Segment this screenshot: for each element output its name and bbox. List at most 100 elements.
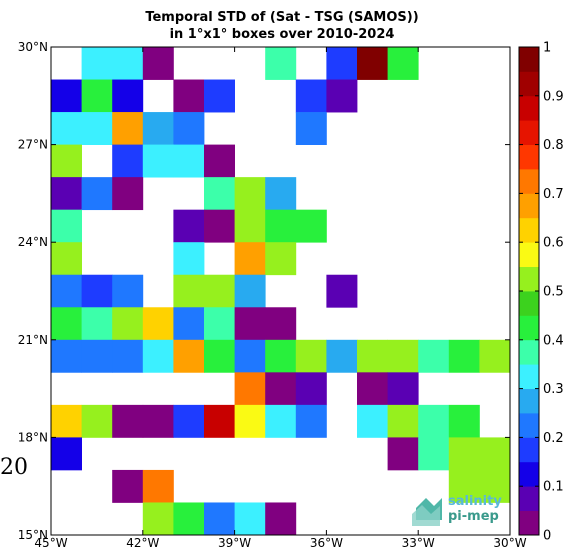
heatmap-cell (142, 112, 174, 145)
colorbar-tick-label: 1 (543, 41, 551, 56)
heatmap-cell (295, 112, 327, 145)
heatmap-cell (51, 242, 82, 276)
colorbar-segment (519, 315, 539, 341)
heatmap-cell (448, 404, 480, 438)
heatmap-cell (142, 502, 174, 536)
heatmap-cell (112, 469, 144, 503)
heatmap-cell (204, 339, 235, 373)
heatmap-cell (51, 144, 82, 178)
chart-title-line2: in 1°x1° boxes over 2010-2024 (170, 27, 395, 42)
heatmap-cell (173, 79, 205, 113)
heatmap-cell (479, 437, 511, 471)
colorbar-tick-label: 0 (543, 529, 551, 544)
heatmap-cell (234, 339, 266, 373)
heatmap-cell (204, 274, 235, 308)
heatmap-cell (326, 339, 358, 373)
colorbar-segment (519, 266, 539, 292)
heatmap-cell (387, 372, 419, 406)
colorbar-segment (519, 193, 539, 219)
heatmap-cell (418, 404, 450, 438)
heatmap-cell (204, 209, 235, 243)
colorbar-segment (519, 437, 539, 463)
colorbar-segment (519, 291, 539, 316)
heatmap-cell (142, 47, 174, 80)
heatmap-cell (173, 112, 205, 145)
heatmap-cell (142, 339, 174, 373)
x-tick-label: 30°W (493, 536, 526, 549)
heatmap-cell (448, 437, 480, 471)
heatmap-cell (173, 242, 205, 276)
heatmap-cell (81, 404, 113, 438)
heatmap-cell (173, 339, 205, 373)
y-tick-label: 18°N (18, 430, 48, 444)
heatmap-cell (51, 437, 82, 471)
heatmap-cell (142, 144, 174, 178)
heatmap-cell (234, 177, 266, 211)
heatmap-cell (51, 339, 82, 373)
heatmap-cell (479, 469, 511, 503)
heatmap-cell (112, 47, 144, 80)
colorbar-segment (519, 486, 539, 511)
y-tick-label: 30°N (18, 40, 48, 54)
heatmap-cell (142, 404, 174, 438)
heatmap-cell (265, 177, 297, 211)
colorbar-segment (519, 169, 539, 194)
x-tick-label: 36°W (310, 536, 343, 549)
heatmap-cell (387, 47, 419, 80)
colorbar: 0 0.1 0.2 0.3 0.4 0.5 0.6 0.7 0.8 0.9 1 (518, 41, 564, 544)
heatmap-cell (265, 372, 297, 406)
colorbar-tick-label: 0.3 (543, 382, 564, 397)
heatmap-cell (448, 339, 480, 373)
heatmap-cell (173, 404, 205, 438)
heatmap-cell (295, 79, 327, 113)
heatmap-cell (265, 307, 297, 341)
heatmap-cell (265, 404, 297, 438)
heatmap-cell (295, 209, 327, 243)
heatmap-cell (234, 209, 266, 243)
colorbar-segment (519, 413, 539, 438)
heatmap-cell (265, 242, 297, 276)
heatmap-cell (265, 502, 297, 536)
y-tick-label: 24°N (18, 235, 48, 249)
heatmap-cell (112, 79, 144, 113)
heatmap-cells (51, 47, 511, 536)
heatmap-cell (51, 307, 82, 341)
x-tick-label: 42°W (126, 536, 159, 549)
heatmap-cell (387, 437, 419, 471)
heatmap-cell (112, 112, 144, 145)
heatmap-cell (295, 372, 327, 406)
heatmap-cell (234, 372, 266, 406)
colorbar-tick-label: 0.5 (543, 285, 564, 300)
heatmap-cell (326, 79, 358, 113)
heatmap-cell (265, 209, 297, 243)
colorbar-segment (519, 364, 539, 389)
heatmap-cell (418, 339, 450, 373)
heatmap-cell (81, 112, 113, 145)
heatmap-cell (51, 177, 82, 211)
heatmap-cell (204, 502, 235, 536)
colorbar-segment (519, 95, 539, 121)
heatmap-cell (51, 112, 82, 145)
heatmap-cell (112, 274, 144, 308)
colorbar-segment (519, 120, 539, 145)
colorbar-segment (519, 47, 539, 72)
heatmap-cell (51, 274, 82, 308)
colorbar-segment (519, 461, 539, 487)
heatmap-cell (142, 307, 174, 341)
heatmap-cell (173, 144, 205, 178)
heatmap-cell (112, 339, 144, 373)
heatmap-cell (81, 47, 113, 80)
logo-line2: pi-mep (448, 509, 499, 524)
colorbar-tick-label: 0.9 (543, 89, 564, 104)
heatmap-cell (295, 404, 327, 438)
y-tick-label: 21°N (18, 333, 48, 347)
heatmap-cell (357, 372, 388, 406)
heatmap-cell (357, 339, 388, 373)
heatmap-cell (357, 404, 388, 438)
heatmap-cell (204, 404, 235, 438)
colorbar-tick-label: 0.8 (543, 138, 564, 153)
heatmap-cell (81, 79, 113, 113)
heatmap-cell (326, 47, 358, 80)
salinity-pi-mep-logo: salinity pi-mep (412, 494, 502, 526)
